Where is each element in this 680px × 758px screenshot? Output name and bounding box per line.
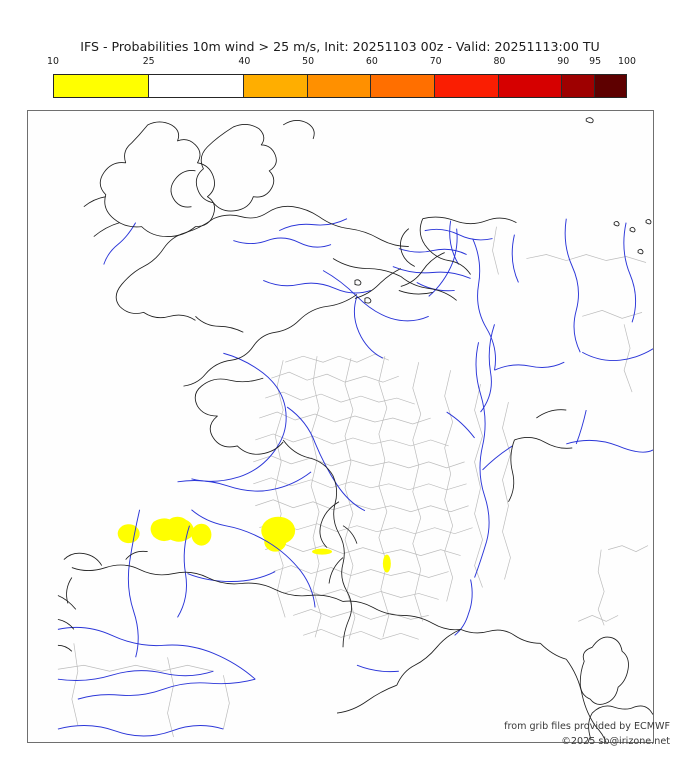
coastlines-layer — [57, 117, 653, 742]
admin-boundaries-layer — [57, 226, 649, 738]
colorbar-tick-10: 10 — [47, 56, 59, 67]
colorbar-tick-80: 80 — [493, 56, 506, 67]
colorbar-tick-60: 60 — [365, 56, 378, 67]
colorbar-legend: 10 25 40 50 60 70 80 90 95 100 — [47, 56, 636, 100]
colorbar-swatch-25-40 — [149, 75, 244, 97]
colorbar-swatch-80-90 — [498, 75, 563, 97]
colorbar-tick-40: 40 — [238, 56, 251, 67]
colorbar-swatch-50-60 — [307, 75, 372, 97]
colorbar-swatch-90-95 — [562, 75, 595, 97]
colorbar-swatch-60-70 — [371, 75, 436, 97]
colorbar-swatch-10-25 — [54, 75, 149, 97]
colorbar-tick-50: 50 — [302, 56, 315, 67]
colorbar-swatch-70-80 — [435, 75, 499, 97]
colorbar-swatch-40-50 — [244, 75, 308, 97]
map-canvas — [57, 117, 653, 742]
probability-contours-layer — [117, 516, 391, 573]
colorbar-tick-90: 90 — [557, 56, 570, 67]
colorbar-swatches — [53, 74, 627, 98]
colorbar-tick-100: 100 — [618, 56, 636, 67]
page-title: IFS - Probabilities 10m wind > 25 m/s, I… — [80, 39, 600, 54]
colorbar-swatch-95-100 — [594, 75, 627, 97]
colorbar-tick-labels: 10 25 40 50 60 70 80 90 95 100 — [47, 56, 636, 70]
colorbar-tick-25: 25 — [142, 56, 155, 67]
colorbar-tick-70: 70 — [429, 56, 442, 67]
map-panel[interactable] — [27, 110, 654, 743]
colorbar-tick-95: 95 — [589, 56, 602, 67]
rivers-layer — [57, 218, 653, 737]
